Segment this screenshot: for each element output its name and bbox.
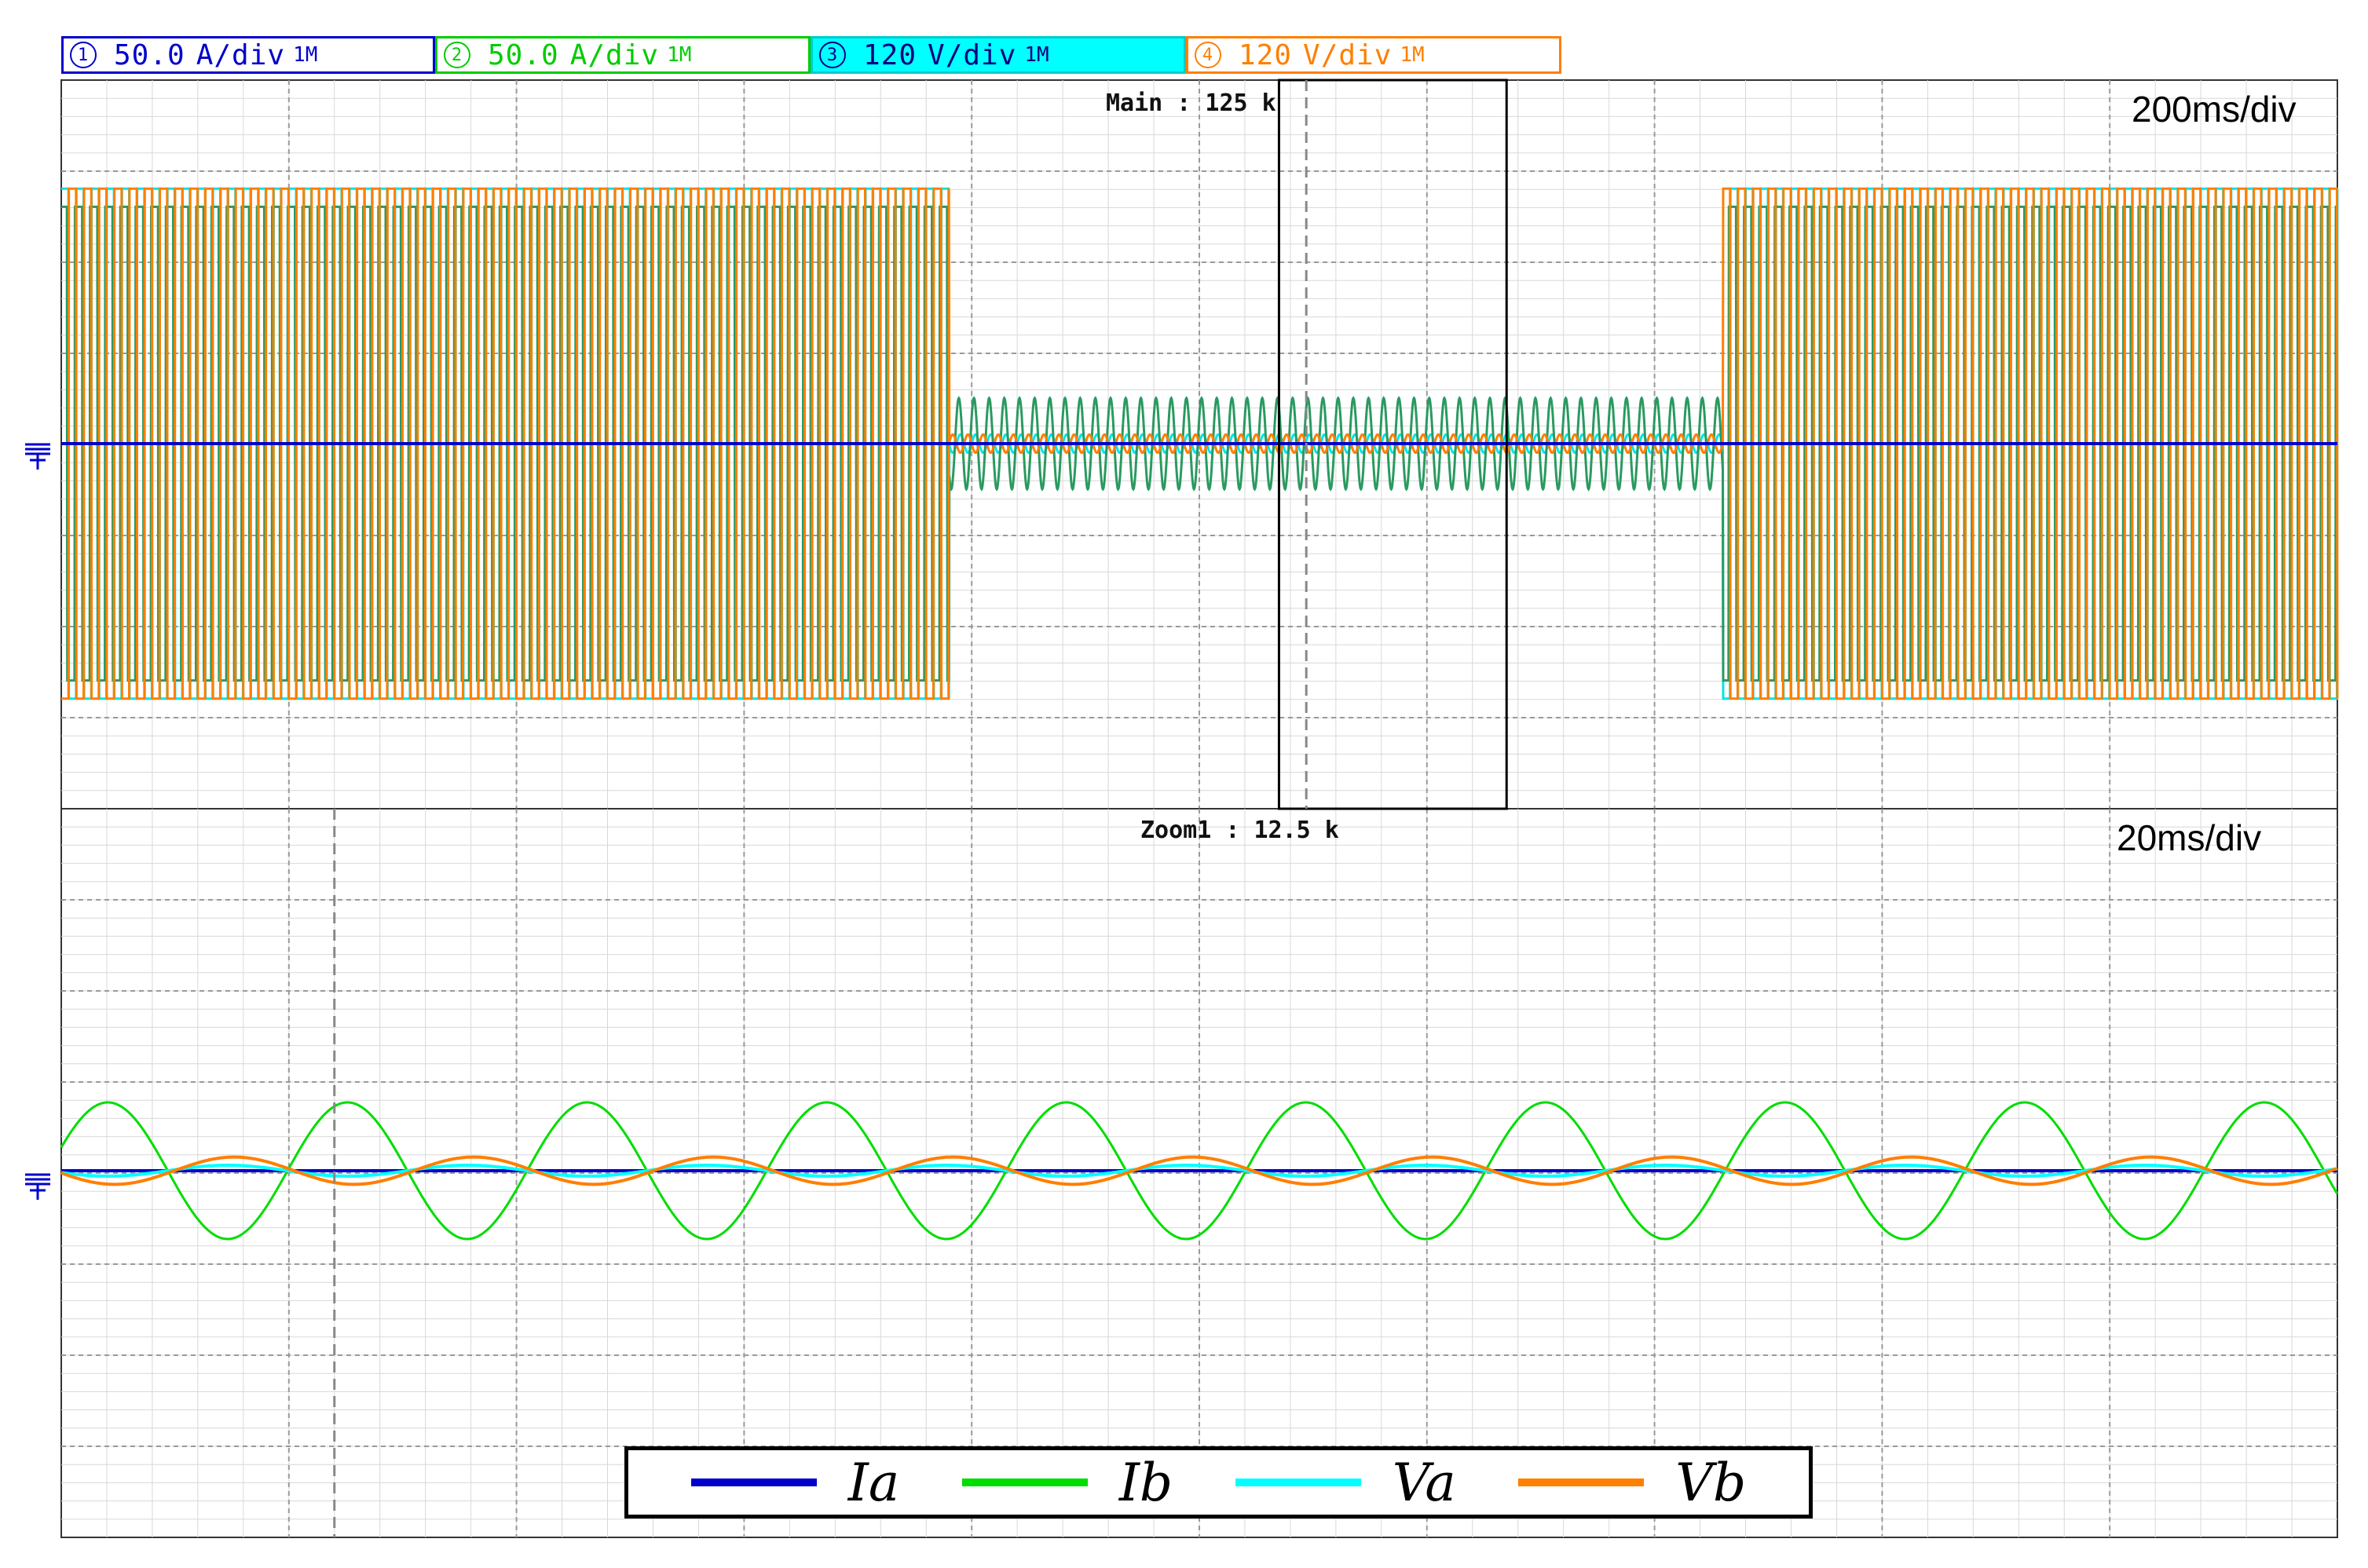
zoom-trace-va bbox=[60, 1164, 2338, 1178]
main-timebase-label: 200ms/div bbox=[2132, 89, 2297, 130]
legend-label-ia: Ia bbox=[847, 1452, 900, 1513]
channel-3-box[interactable]: 3 120 V/div 1M bbox=[811, 36, 1186, 74]
ground-icon bbox=[25, 1173, 50, 1200]
zoom-panel-traces bbox=[60, 809, 2339, 1537]
coupling-icon: 1M bbox=[1024, 43, 1049, 67]
chart-legend: Ia Ib Va Vb bbox=[624, 1446, 1813, 1519]
channel-1-unit: A/div bbox=[196, 38, 286, 71]
legend-label-vb: Vb bbox=[1675, 1452, 1747, 1513]
channel-1-scale: 50.0 bbox=[114, 38, 185, 71]
legend-item-ib: Ib bbox=[961, 1452, 1173, 1513]
coupling-icon: 1M bbox=[293, 43, 318, 67]
channel-4-scale: 120 bbox=[1239, 38, 1293, 71]
legend-item-vb: Vb bbox=[1518, 1453, 1746, 1513]
legend-swatch-va bbox=[1235, 1478, 1361, 1486]
channel-4-unit: V/div bbox=[1303, 38, 1393, 71]
zoom-record-marker: Zoom1 : 12.5 k bbox=[1140, 817, 1339, 844]
coupling-icon: 1M bbox=[667, 43, 692, 67]
channel-4-number: 4 bbox=[1195, 42, 1221, 68]
channel-1-box[interactable]: 1 50.0 A/div 1M bbox=[61, 36, 435, 74]
zoom-trace-ib bbox=[60, 1101, 2339, 1241]
legend-item-va: Va bbox=[1235, 1453, 1456, 1513]
zoom-timebase-label: 20ms/div bbox=[2117, 817, 2262, 858]
legend-swatch-ib bbox=[961, 1478, 1088, 1486]
channel-2-unit: A/div bbox=[569, 38, 660, 71]
legend-label-va: Va bbox=[1392, 1452, 1456, 1513]
main-record-marker: Main : 125 k bbox=[1106, 90, 1276, 117]
zoom-trace-vb bbox=[60, 1155, 2338, 1186]
main-panel-traces bbox=[61, 79, 2339, 810]
ground-icon bbox=[25, 443, 50, 470]
channel-3-scale: 120 bbox=[863, 38, 917, 71]
channel-2-number: 2 bbox=[444, 42, 470, 68]
legend-label-ib: Ib bbox=[1118, 1452, 1173, 1513]
legend-item-ia: Ia bbox=[690, 1452, 900, 1513]
legend-swatch-vb bbox=[1518, 1478, 1645, 1486]
zoom-window-box bbox=[1277, 79, 1508, 810]
legend-swatch-ia bbox=[690, 1478, 817, 1486]
channel-1-number: 1 bbox=[70, 42, 97, 68]
channel-2-box[interactable]: 2 50.0 A/div 1M bbox=[435, 36, 811, 74]
zoom-panel-grid bbox=[60, 808, 2338, 1538]
channel-3-unit: V/div bbox=[928, 38, 1017, 71]
channel-2-scale: 50.0 bbox=[488, 38, 559, 71]
coupling-icon: 1M bbox=[1400, 43, 1425, 67]
channel-3-number: 3 bbox=[819, 42, 846, 68]
channel-4-box[interactable]: 4 120 V/div 1M bbox=[1186, 36, 1561, 74]
